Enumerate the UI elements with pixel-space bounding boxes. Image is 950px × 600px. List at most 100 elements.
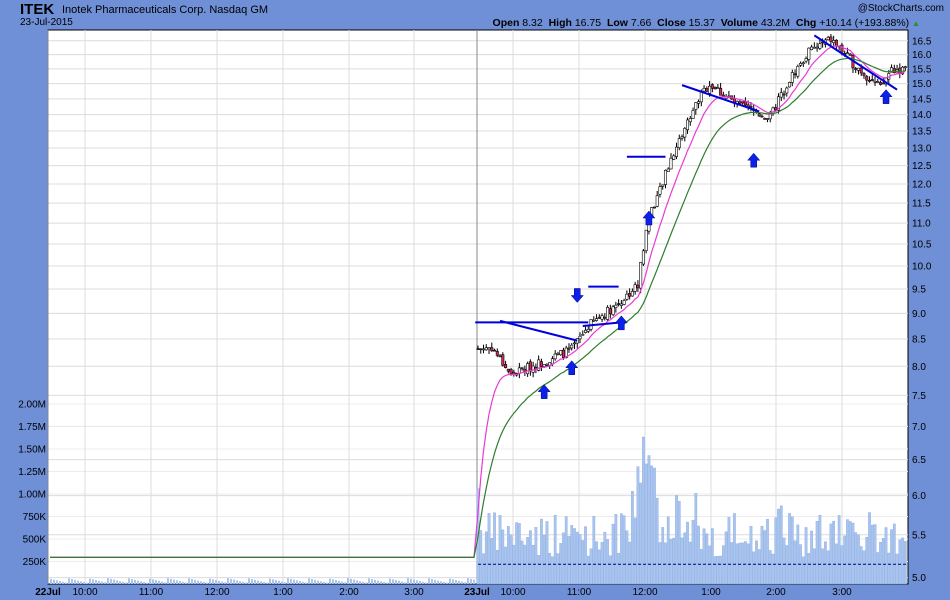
candle-body xyxy=(509,369,513,374)
volume-tick-label: 1.00M xyxy=(18,490,46,501)
candle-body xyxy=(672,155,676,160)
candle-body xyxy=(834,39,838,47)
volume-bar xyxy=(575,531,579,585)
volume-bar xyxy=(293,579,295,584)
volume-bar xyxy=(484,531,488,585)
volume-bar xyxy=(413,579,415,584)
volume-bar xyxy=(846,519,849,585)
price-tick-label: 14.0 xyxy=(912,110,932,121)
volume-bar xyxy=(74,579,76,584)
candle-body xyxy=(639,262,643,289)
volume-bar xyxy=(666,516,670,585)
volume-bar xyxy=(458,580,460,584)
volume-bar xyxy=(50,578,52,584)
candle-body xyxy=(641,250,645,265)
candle-body xyxy=(537,359,541,371)
volume-bar xyxy=(826,550,830,585)
candle-body xyxy=(586,329,590,332)
candle-body xyxy=(760,115,764,118)
candle-body xyxy=(793,73,797,76)
low-value: 7.66 xyxy=(630,17,652,29)
volume-bar xyxy=(631,491,634,585)
volume-bar xyxy=(449,578,451,584)
volume-bar xyxy=(771,553,775,585)
volume-bar xyxy=(735,543,739,585)
volume-bar xyxy=(200,581,202,584)
volume-bar xyxy=(362,581,364,584)
candle-body xyxy=(810,46,814,50)
candle-body xyxy=(801,62,805,65)
volume-bar xyxy=(774,517,778,585)
candle-body xyxy=(688,118,692,123)
volume-bar xyxy=(661,527,665,585)
candle-body xyxy=(545,364,549,366)
volume-bar xyxy=(179,581,181,584)
volume-bar xyxy=(884,527,888,585)
volume-bar xyxy=(713,556,717,585)
volume-bar xyxy=(299,581,301,584)
volume-bar xyxy=(278,580,280,584)
candle-body xyxy=(520,367,524,370)
volume-bar xyxy=(848,521,852,585)
volume-bar xyxy=(230,578,232,584)
close-label: Close xyxy=(657,17,686,29)
volume-bar xyxy=(482,553,485,585)
trendline xyxy=(813,34,898,91)
volume-bar xyxy=(617,552,620,585)
candle-body xyxy=(570,344,574,349)
candle-body xyxy=(749,106,753,108)
volume-bar xyxy=(785,545,789,585)
candle-body xyxy=(666,168,670,172)
candle-body xyxy=(812,46,816,49)
volume-bar xyxy=(398,580,400,584)
volume-bar xyxy=(628,541,631,585)
volume-bar xyxy=(722,545,725,585)
open-value: 8.32 xyxy=(522,17,543,29)
volume-bar xyxy=(269,578,271,584)
volume-label: Volume xyxy=(720,17,758,29)
time-tick-label: 22Jul xyxy=(35,587,61,598)
candle-body xyxy=(669,157,673,170)
price-tick-label: 12.5 xyxy=(912,161,932,172)
candle-body xyxy=(799,63,803,66)
volume-bar xyxy=(793,540,797,585)
candle-body xyxy=(526,363,530,375)
volume-bar xyxy=(837,515,841,585)
volume-bar xyxy=(311,579,313,584)
candle-body xyxy=(710,84,714,89)
volume-bar xyxy=(365,582,367,584)
candle-body xyxy=(564,347,568,359)
candle-body xyxy=(581,334,585,336)
candle-body xyxy=(741,101,745,104)
candle-body xyxy=(677,138,681,148)
volume-bar xyxy=(305,582,307,584)
volume-bar xyxy=(83,582,85,584)
volume-bar xyxy=(600,541,604,585)
volume-bar xyxy=(518,523,521,585)
volume-bar xyxy=(182,581,184,584)
volume-bar xyxy=(487,513,491,585)
volume-bar xyxy=(416,580,418,584)
volume-bar xyxy=(92,579,94,584)
volume-bar xyxy=(595,541,598,585)
volume-bar xyxy=(664,542,667,585)
volume-bar xyxy=(862,550,866,585)
price-tick-label: 6.0 xyxy=(912,491,926,502)
volume-bar xyxy=(691,520,695,585)
volume-bar xyxy=(870,524,874,585)
volume-bar xyxy=(529,530,532,585)
volume-bar xyxy=(452,579,454,584)
price-tick-label: 10.5 xyxy=(912,240,932,251)
price-tick-label: 9.5 xyxy=(912,285,926,296)
candle-body xyxy=(865,76,869,81)
volume-bar xyxy=(173,579,175,584)
volume-bar xyxy=(290,578,292,584)
candle-body xyxy=(675,146,679,157)
volume-bar xyxy=(642,436,645,585)
change-value: +10.14 (+193.88%) xyxy=(819,17,910,29)
volume-bar xyxy=(215,580,217,584)
candle-body xyxy=(859,67,863,74)
volume-bar xyxy=(581,540,585,585)
volume-bar xyxy=(212,579,214,584)
volume-bar xyxy=(779,505,783,585)
